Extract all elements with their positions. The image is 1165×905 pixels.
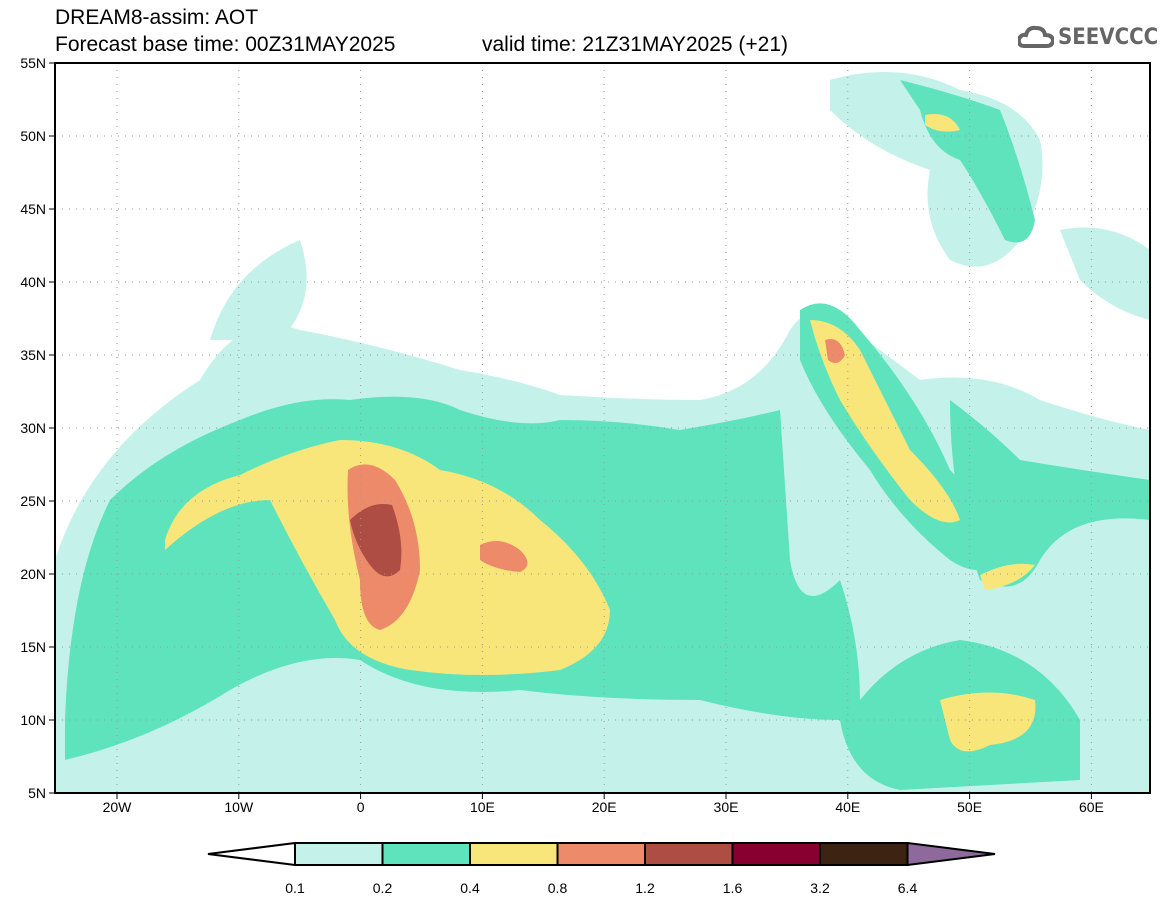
map-title: DREAM8-assim: AOT bbox=[55, 6, 259, 29]
colorbar-swatch bbox=[294, 842, 384, 866]
lon-label: 40E bbox=[835, 799, 860, 815]
colorbar-label: 0.8 bbox=[548, 880, 568, 896]
lon-label: 60E bbox=[1079, 799, 1104, 815]
colorbar-swatch bbox=[556, 842, 646, 866]
lon-label: 30E bbox=[714, 799, 739, 815]
lat-label: 15N bbox=[20, 639, 46, 655]
colorbar-swatch bbox=[381, 842, 471, 866]
valid-time: valid time: 21Z31MAY2025 (+21) bbox=[482, 33, 789, 56]
lon-label: 50E bbox=[957, 799, 982, 815]
lat-label: 50N bbox=[20, 128, 46, 144]
lon-label: 10W bbox=[224, 799, 254, 815]
colorbar-swatch bbox=[469, 842, 559, 866]
lat-label: 45N bbox=[20, 201, 46, 217]
grid bbox=[55, 63, 1150, 793]
colorbar-low-arrow bbox=[207, 841, 296, 867]
colorbar-label: 0.4 bbox=[460, 880, 480, 896]
lat-label: 35N bbox=[20, 347, 46, 363]
lat-label: 25N bbox=[20, 493, 46, 509]
lon-labels: 20W 10W 0 10E 20E 30E 40E 50E 60E bbox=[103, 793, 1104, 815]
colorbar-label: 0.1 bbox=[285, 880, 305, 896]
logo-text: SEEVCCC bbox=[1058, 24, 1159, 50]
lat-label: 10N bbox=[20, 712, 46, 728]
aot-1.2-region bbox=[350, 504, 402, 577]
colorbar-label: 1.2 bbox=[635, 880, 655, 896]
lat-labels: 55N 50N 45N 40N 35N 30N 25N 20N 15N 10N 5N bbox=[20, 55, 55, 801]
lat-label: 20N bbox=[20, 566, 46, 582]
lon-label: 20W bbox=[103, 799, 133, 815]
lon-label: 20E bbox=[592, 799, 617, 815]
colorbar-label: 1.6 bbox=[723, 880, 743, 896]
lon-label: 0 bbox=[357, 799, 365, 815]
seevccc-logo: SEEVCCC bbox=[1018, 24, 1158, 50]
lat-label: 55N bbox=[20, 55, 46, 71]
colorbar-label: 0.2 bbox=[373, 880, 393, 896]
colorbar: 0.1 0.2 0.4 0.8 1.2 1.6 3.2 6.4 bbox=[207, 841, 996, 896]
colorbar-swatch bbox=[644, 842, 734, 866]
colorbar-label: 6.4 bbox=[898, 880, 918, 896]
colorbar-high-arrow bbox=[906, 841, 996, 867]
colorbar-swatch bbox=[731, 842, 821, 866]
aot-contours bbox=[55, 72, 1150, 793]
colorbar-swatch bbox=[819, 842, 909, 866]
colorbar-label: 3.2 bbox=[810, 880, 830, 896]
cloud-icon bbox=[1018, 25, 1054, 48]
lat-label: 5N bbox=[28, 785, 46, 801]
forecast-base-time: Forecast base time: 00Z31MAY2025 bbox=[55, 33, 396, 56]
lat-label: 30N bbox=[20, 420, 46, 436]
lat-label: 40N bbox=[20, 274, 46, 290]
lon-label: 10E bbox=[470, 799, 495, 815]
